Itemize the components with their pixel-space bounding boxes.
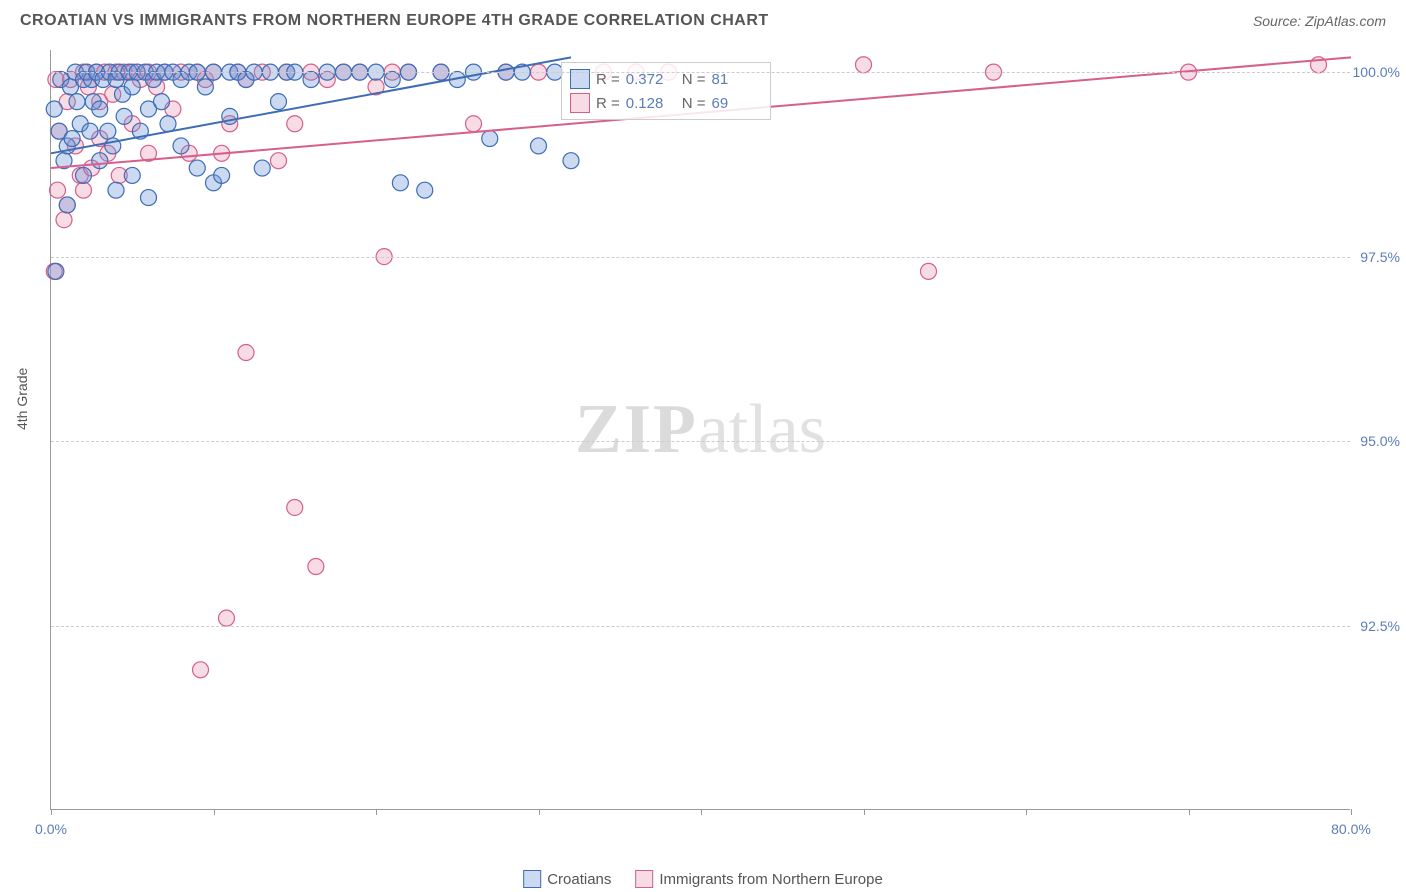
ytick-label: 95.0% (1360, 433, 1400, 449)
chart-title: CROATIAN VS IMMIGRANTS FROM NORTHERN EUR… (20, 12, 769, 30)
swatch-croatians-icon (523, 870, 541, 888)
ytick-label: 92.5% (1360, 618, 1400, 634)
xtick-label: 80.0% (1331, 821, 1371, 837)
legend-label-immigrants: Immigrants from Northern Europe (659, 871, 882, 888)
r-label: R = (596, 95, 620, 112)
ytick-label: 100.0% (1353, 64, 1400, 80)
scatter-svg (51, 50, 1350, 809)
ytick-label: 97.5% (1360, 249, 1400, 265)
swatch-immigrants-icon (635, 870, 653, 888)
n-label: N = (682, 95, 706, 112)
r-value-immigrants: 0.128 (626, 95, 676, 112)
swatch-immigrants-icon (570, 93, 590, 113)
legend-label-croatians: Croatians (547, 871, 611, 888)
stats-row-immigrants: R = 0.128 N = 69 (570, 91, 762, 115)
bottom-legend: Croatians Immigrants from Northern Europ… (523, 870, 883, 888)
n-value-immigrants: 69 (712, 95, 762, 112)
source-label: Source: ZipAtlas.com (1253, 13, 1386, 29)
stats-legend-box: R = 0.372 N = 81 R = 0.128 N = 69 (561, 62, 771, 120)
y-axis-label: 4th Grade (14, 368, 30, 430)
chart-plot-area: ZIPatlas R = 0.372 N = 81 R = 0.128 N = … (50, 50, 1350, 810)
legend-item-immigrants: Immigrants from Northern Europe (635, 870, 882, 888)
xtick-label: 0.0% (35, 821, 67, 837)
stats-row-croatians: R = 0.372 N = 81 (570, 67, 762, 91)
legend-item-croatians: Croatians (523, 870, 611, 888)
